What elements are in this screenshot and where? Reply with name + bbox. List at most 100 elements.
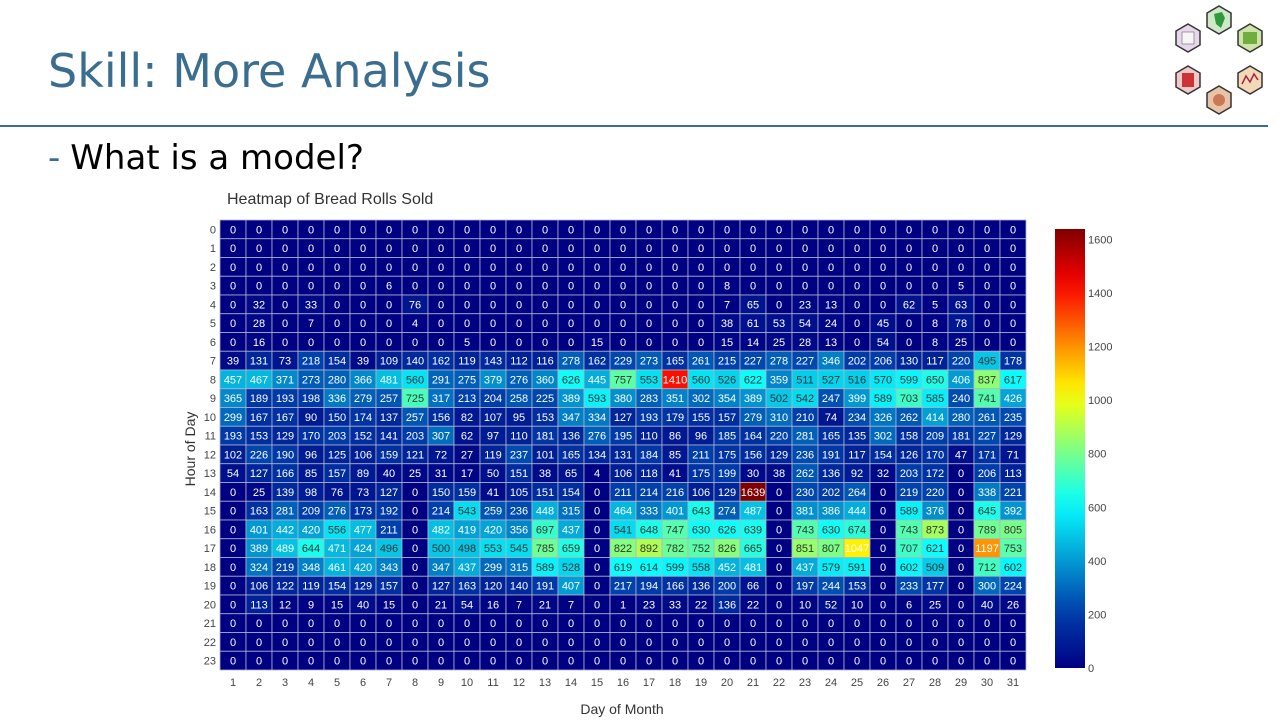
heatmap-cell-label: 0	[360, 299, 366, 311]
heatmap-cell-label: 199	[718, 468, 736, 480]
heatmap-cell-label: 0	[672, 656, 678, 668]
heatmap-cell-label: 0	[282, 337, 288, 349]
heatmap-cell-label: 140	[510, 581, 528, 593]
heatmap-cell-label: 0	[516, 618, 522, 630]
colorbar-tick-label: 0	[1088, 663, 1094, 675]
heatmap-cell-label: 630	[692, 524, 710, 536]
heatmap-cell-label: 203	[900, 468, 918, 480]
heatmap-cell-label: 448	[536, 506, 554, 518]
heatmap-cell-label: 302	[874, 431, 892, 443]
heatmap-cell-label: 0	[880, 281, 886, 293]
heatmap-cell-label: 785	[536, 543, 554, 555]
heatmap-cell-label: 0	[230, 299, 236, 311]
heatmap-cell-label: 892	[640, 543, 658, 555]
heatmap-cell-label: 0	[438, 637, 444, 649]
heatmap-cell-label: 0	[490, 318, 496, 330]
heatmap-cell-label: 0	[828, 656, 834, 668]
heatmap-cell-label: 0	[282, 243, 288, 255]
heatmap-cell-label: 0	[880, 543, 886, 555]
heatmap-cell-label: 0	[568, 262, 574, 274]
heatmap-cell-label: 25	[253, 487, 265, 499]
heatmap-cell-label: 0	[594, 656, 600, 668]
heatmap-cell-label: 757	[614, 374, 632, 386]
heatmap-cell-label: 193	[640, 412, 658, 424]
heatmap-cell-label: 0	[1010, 262, 1016, 274]
heatmap-cell-label: 0	[230, 524, 236, 536]
heatmap-cell-label: 0	[542, 656, 548, 668]
heatmap-cell-label: 139	[276, 487, 294, 499]
heatmap-cell-label: 0	[828, 243, 834, 255]
heatmap-cell-label: 118	[640, 468, 658, 480]
heatmap-cell-label: 0	[490, 637, 496, 649]
heatmap-cell-label: 0	[438, 337, 444, 349]
x-tick-label: 14	[565, 677, 577, 689]
heatmap-cell-label: 0	[802, 262, 808, 274]
heatmap-cell-label: 0	[906, 337, 912, 349]
heatmap-cell-label: 71	[1007, 449, 1019, 461]
heatmap-cell-label: 209	[302, 506, 320, 518]
heatmap-cell-label: 346	[822, 356, 840, 368]
heatmap-cell-label: 0	[230, 562, 236, 574]
heatmap-cell-label: 0	[464, 262, 470, 274]
heatmap-cell-label: 164	[744, 431, 762, 443]
heatmap-cell-label: 315	[562, 506, 580, 518]
heatmap-cell-label: 414	[926, 412, 944, 424]
heatmap-cell-label: 27	[461, 449, 473, 461]
heatmap-cell-label: 407	[562, 581, 580, 593]
heatmap-cell-label: 65	[747, 299, 759, 311]
heatmap-cell-label: 336	[328, 393, 346, 405]
heatmap-cell-label: 0	[958, 562, 964, 574]
heatmap-cell-label: 0	[282, 618, 288, 630]
heatmap-cell-label: 152	[354, 431, 372, 443]
heatmap-cell-label: 0	[594, 281, 600, 293]
heatmap-cell-label: 0	[464, 224, 470, 236]
heatmap-cell-label: 0	[516, 281, 522, 293]
heatmap-cell-label: 0	[542, 262, 548, 274]
heatmap-cell-label: 192	[380, 506, 398, 518]
slide-title: Skill: More Analysis	[48, 44, 491, 98]
heatmap-cell-label: 0	[880, 618, 886, 630]
heatmap-cell-label: 4	[594, 468, 600, 480]
heatmap-cell-label: 338	[978, 487, 996, 499]
heatmap-cell-label: 0	[828, 224, 834, 236]
heatmap-cell-label: 0	[568, 637, 574, 649]
heatmap-cell-label: 0	[412, 262, 418, 274]
heatmap-cell-label: 614	[640, 562, 658, 574]
heatmap-cell-label: 0	[256, 262, 262, 274]
y-tick-label: 12	[204, 449, 216, 461]
heatmap-cell-label: 351	[666, 393, 684, 405]
x-tick-label: 4	[308, 677, 314, 689]
heatmap-cell-label: 0	[230, 262, 236, 274]
heatmap-cell-label: 0	[932, 224, 938, 236]
x-tick-label: 1	[230, 677, 236, 689]
heatmap-cell-label: 96	[695, 431, 707, 443]
heatmap-cell-label: 0	[308, 224, 314, 236]
heatmap-cell-label: 278	[562, 356, 580, 368]
heatmap-cell-label: 0	[438, 618, 444, 630]
heatmap-cell-label: 420	[302, 524, 320, 536]
heatmap-cell-label: 165	[562, 449, 580, 461]
heatmap-cell-label: 39	[227, 356, 239, 368]
x-tick-label: 26	[877, 677, 889, 689]
heatmap-cell-label: 0	[516, 337, 522, 349]
heatmap-cell-label: 206	[874, 356, 892, 368]
heatmap-cell-label: 8	[932, 318, 938, 330]
heatmap-cell-label: 279	[354, 393, 372, 405]
heatmap-cell-label: 0	[334, 337, 340, 349]
heatmap-cell-label: 214	[640, 487, 658, 499]
heatmap-cell-label: 54	[227, 468, 239, 480]
heatmap-cell-label: 0	[724, 656, 730, 668]
heatmap-cell-label: 25	[955, 337, 967, 349]
heatmap-cell-label: 343	[380, 562, 398, 574]
heatmap-cell-label: 275	[458, 374, 476, 386]
heatmap-cell-label: 0	[594, 618, 600, 630]
heatmap-cell-label: 560	[692, 374, 710, 386]
heatmap-cell-label: 127	[432, 581, 450, 593]
heatmap-cell-label: 8	[724, 281, 730, 293]
heatmap-cell-label: 12	[279, 599, 291, 611]
heatmap-cell-label: 7	[568, 599, 574, 611]
heatmap-cell-label: 406	[952, 374, 970, 386]
heatmap-cell-label: 0	[256, 656, 262, 668]
heatmap-cell-label: 136	[692, 581, 710, 593]
heatmap-cell-label: 0	[516, 299, 522, 311]
